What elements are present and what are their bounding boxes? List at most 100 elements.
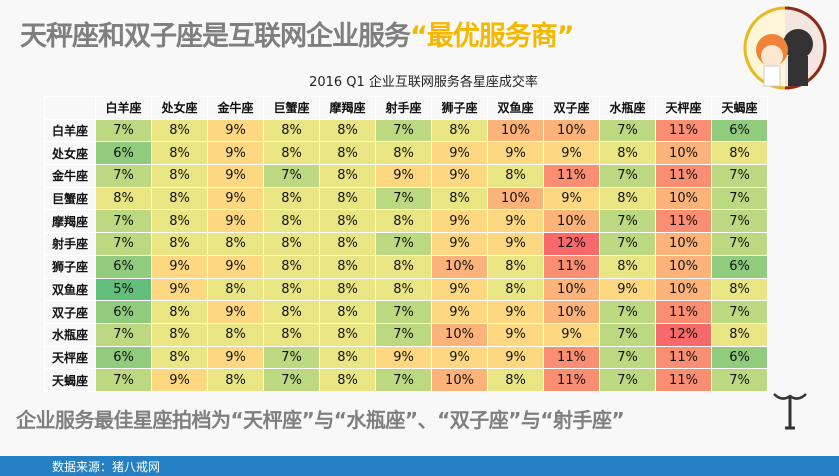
heatmap-cell: 9% [487, 300, 544, 324]
heatmap-cell: 8% [375, 254, 432, 279]
heatmap-cell: 8% [151, 232, 208, 256]
heatmap-cell: 9% [431, 141, 488, 166]
table-row: 狮子座 6% 9% 9% 8% 8% 8% 10% 8% 11% 8% 10% 6% [44, 254, 768, 279]
column-header: 金牛座 [207, 96, 264, 120]
heatmap-cell: 9% [207, 186, 264, 211]
table-row: 双子座 6% 8% 9% 8% 8% 7% 9% 9% 10% 7% 11% 7% [44, 300, 768, 324]
heatmap-cell: 7% [599, 209, 656, 234]
heatmap-cell: 8% [151, 141, 208, 166]
heatmap-cell: 7% [599, 164, 656, 188]
heatmap-cell: 9% [207, 254, 264, 279]
heatmap-cell: 9% [431, 300, 488, 324]
heatmap-cell: 8% [263, 300, 320, 324]
heatmap-cell: 8% [487, 277, 544, 302]
heatmap-cell: 8% [711, 322, 768, 347]
heatmap-cell: 8% [151, 209, 208, 234]
table-row: 天枰座 6% 8% 9% 7% 8% 9% 9% 9% 11% 7% 11% 6% [44, 345, 768, 370]
heatmap-cell: 6% [711, 254, 768, 279]
heatmap-cell: 7% [95, 368, 152, 392]
heatmap-cell: 10% [487, 118, 544, 143]
column-header: 白羊座 [95, 96, 152, 120]
heatmap-cell: 8% [319, 209, 376, 234]
heatmap-cell: 8% [151, 164, 208, 188]
heatmap-cell: 7% [375, 186, 432, 211]
heatmap-cell: 7% [599, 322, 656, 347]
heatmap-cell: 9% [151, 254, 208, 279]
heatmap-cell: 7% [375, 232, 432, 256]
table-row: 金牛座 7% 8% 9% 7% 8% 9% 9% 8% 11% 7% 11% 7% [44, 164, 768, 188]
heatmap-cell: 8% [599, 141, 656, 166]
heatmap-cell: 10% [543, 209, 600, 234]
heatmap-cell: 7% [599, 345, 656, 370]
heatmap-cell: 7% [95, 209, 152, 234]
heatmap-cell: 7% [711, 232, 768, 256]
page-title: 天秤座和双子座是互联网企业服务“最优服务商” [20, 14, 574, 53]
heatmap-cell: 8% [431, 118, 488, 143]
heatmap-cell: 8% [95, 186, 152, 211]
row-header: 白羊座 [44, 118, 96, 143]
heatmap-cell: 9% [375, 345, 432, 370]
heatmap-cell: 9% [487, 209, 544, 234]
row-header: 天枰座 [44, 345, 96, 370]
heatmap-cell: 9% [207, 209, 264, 234]
column-header: 射手座 [375, 96, 432, 120]
heatmap-cell: 12% [655, 322, 712, 347]
heatmap-cell: 8% [263, 186, 320, 211]
heatmap-cell: 9% [487, 345, 544, 370]
heatmap-cell: 10% [655, 254, 712, 279]
heatmap-cell: 7% [599, 232, 656, 256]
heatmap-cell: 8% [319, 118, 376, 143]
heatmap-cell: 8% [487, 164, 544, 188]
heatmap-cell: 8% [599, 186, 656, 211]
heatmap-cell: 8% [375, 141, 432, 166]
heatmap-cell: 9% [543, 186, 600, 211]
table-row: 射手座 7% 8% 8% 8% 8% 7% 9% 9% 12% 7% 10% 7% [44, 232, 768, 256]
heatmap-cell: 8% [319, 300, 376, 324]
heatmap-cell: 10% [431, 254, 488, 279]
heatmap-cell: 9% [431, 345, 488, 370]
heatmap-cell: 10% [655, 141, 712, 166]
table-row: 摩羯座 7% 8% 9% 8% 8% 8% 9% 9% 10% 7% 11% 7% [44, 209, 768, 234]
heatmap-cell: 10% [543, 118, 600, 143]
header-row: 白羊座 处女座 金牛座 巨蟹座 摩羯座 射手座 狮子座 双鱼座 双子座 水瓶座 天枰座 天蝎座 [44, 96, 768, 120]
heatmap-cell: 8% [711, 277, 768, 302]
heatmap-cell: 8% [319, 345, 376, 370]
heatmap-cell: 7% [375, 322, 432, 347]
heatmap-cell: 10% [543, 300, 600, 324]
heatmap-cell: 9% [207, 118, 264, 143]
heatmap-cell: 7% [375, 118, 432, 143]
heatmap-cell: 8% [263, 141, 320, 166]
heatmap-cell: 8% [319, 141, 376, 166]
heatmap-cell: 11% [543, 254, 600, 279]
heatmap-cell: 7% [263, 368, 320, 392]
row-header: 摩羯座 [44, 209, 96, 234]
heatmap-cell: 7% [711, 164, 768, 188]
heatmap-cell: 9% [207, 345, 264, 370]
heatmap-cell: 7% [95, 164, 152, 188]
row-header: 双鱼座 [44, 277, 96, 302]
heatmap-cell: 8% [263, 254, 320, 279]
row-header: 水瓶座 [44, 322, 96, 347]
heatmap-cell: 10% [655, 232, 712, 256]
heatmap-cell: 11% [655, 209, 712, 234]
heatmap-cell: 7% [599, 118, 656, 143]
heatmap-cell: 8% [263, 277, 320, 302]
heatmap-cell: 7% [263, 164, 320, 188]
heatmap-cell: 7% [711, 300, 768, 324]
heatmap-cell: 8% [207, 232, 264, 256]
heatmap-cell: 8% [487, 368, 544, 392]
heatmap-cell: 8% [151, 345, 208, 370]
heatmap-cell: 7% [375, 300, 432, 324]
heatmap-cell: 9% [431, 232, 488, 256]
heatmap-cell: 8% [319, 186, 376, 211]
heatmap-cell: 9% [431, 277, 488, 302]
heatmap-cell: 8% [263, 322, 320, 347]
heatmap-cell: 7% [711, 368, 768, 392]
corner-cell [44, 96, 96, 120]
table-row: 天蝎座 7% 9% 8% 7% 8% 7% 10% 8% 11% 7% 11% 7% [44, 368, 768, 392]
footer-bar: 数据来源：猪八戒网 [0, 456, 839, 476]
heatmap-cell: 6% [95, 345, 152, 370]
heatmap-cell: 7% [263, 345, 320, 370]
heatmap-cell: 7% [95, 232, 152, 256]
heatmap-cell: 7% [375, 368, 432, 392]
